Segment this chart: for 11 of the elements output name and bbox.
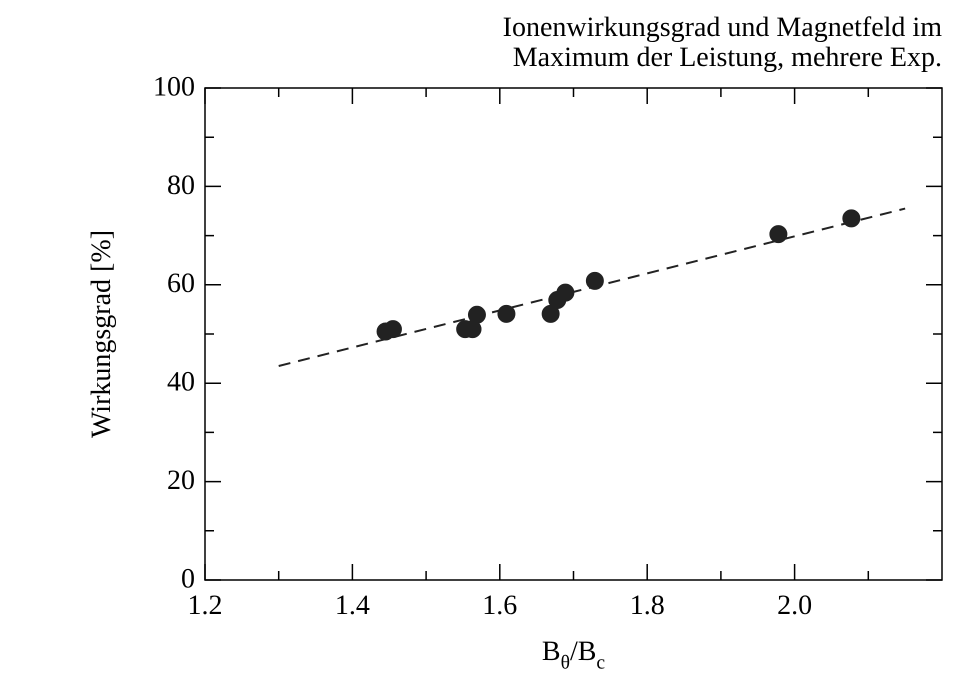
y-tick-label: 60 xyxy=(167,268,195,300)
chart-title: Ionenwirkungsgrad und Magnetfeld im Maximum der Leistung, mehrere Exp. xyxy=(502,12,942,73)
y-tick-label: 100 xyxy=(153,71,195,102)
y-axis-title: Wirkungsgrad [%] xyxy=(86,230,117,438)
x-tick-label: 1.6 xyxy=(482,590,518,622)
x-tick-label: 1.8 xyxy=(630,590,665,622)
y-tick-label: 40 xyxy=(167,366,195,398)
y-tick-label: 20 xyxy=(167,464,195,496)
y-tick-label: 80 xyxy=(167,170,195,201)
x-tick-label: 1.4 xyxy=(334,590,370,622)
x-tick-label: 2.0 xyxy=(777,590,812,622)
